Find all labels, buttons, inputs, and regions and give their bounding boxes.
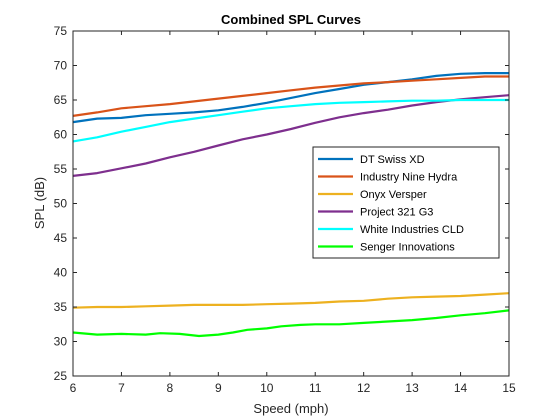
legend-label: Industry Nine Hydra — [360, 172, 458, 184]
x-tick-label: 12 — [357, 381, 371, 395]
x-tick-label: 9 — [215, 381, 222, 395]
y-tick-label: 30 — [54, 335, 68, 349]
series-line-senger-innovations — [72, 309, 510, 338]
y-tick-label: 70 — [54, 59, 68, 73]
y-tick-label: 55 — [54, 162, 68, 176]
x-tick-label: 6 — [70, 381, 77, 395]
legend-entry: Onyx Versper — [318, 189, 427, 201]
legend-entry: Project 321 G3 — [318, 207, 433, 219]
legend-box — [312, 146, 500, 259]
x-tick-label: 15 — [502, 381, 516, 395]
legend-label: Project 321 G3 — [360, 207, 433, 219]
legend-entry: Industry Nine Hydra — [318, 172, 458, 184]
legend-entry: Senger Innovations — [318, 242, 455, 254]
series-line-project-321-g3 — [72, 94, 510, 177]
series-line-onyx-versper — [72, 292, 510, 309]
y-tick-label: 40 — [54, 266, 68, 280]
x-tick-label: 7 — [118, 381, 125, 395]
legend: DT Swiss XD Industry Nine Hydra Onyx Versp… — [312, 146, 500, 259]
legend-label: DT Swiss XD — [360, 154, 425, 166]
series-line-industry-nine-hydra — [72, 75, 509, 117]
x-tick-label: 13 — [405, 381, 419, 395]
y-axis: 25 30 35 40 45 50 55 60 65 70 75 — [54, 24, 509, 383]
y-tick-label: 50 — [54, 197, 68, 211]
legend-label: Senger Innovations — [360, 242, 455, 254]
y-axis-label: SPL (dB) — [32, 177, 47, 229]
y-tick-label: 75 — [54, 24, 68, 38]
legend-entry: White Industries CLD — [318, 224, 464, 236]
x-tick-label: 11 — [309, 381, 322, 395]
series-line-dt-swiss-xd — [72, 71, 509, 124]
x-axis: 6 7 8 9 10 11 12 13 14 15 — [70, 31, 516, 395]
y-tick-label: 60 — [54, 128, 68, 142]
y-tick-label: 35 — [54, 300, 68, 314]
chart-title: Combined SPL Curves — [221, 12, 361, 27]
legend-label: White Industries CLD — [360, 224, 464, 236]
legend-entry: DT Swiss XD — [318, 154, 425, 166]
x-tick-label: 14 — [454, 381, 468, 395]
y-tick-label: 45 — [54, 231, 68, 245]
x-tick-label: 10 — [260, 381, 274, 395]
legend-label: Onyx Versper — [360, 189, 427, 201]
series-layer — [72, 71, 510, 338]
y-tick-label: 65 — [54, 93, 68, 107]
x-tick-label: 8 — [167, 381, 174, 395]
series-line-white-industries-cld — [72, 98, 509, 143]
y-tick-label: 25 — [54, 369, 68, 383]
x-axis-label: Speed (mph) — [253, 401, 328, 416]
